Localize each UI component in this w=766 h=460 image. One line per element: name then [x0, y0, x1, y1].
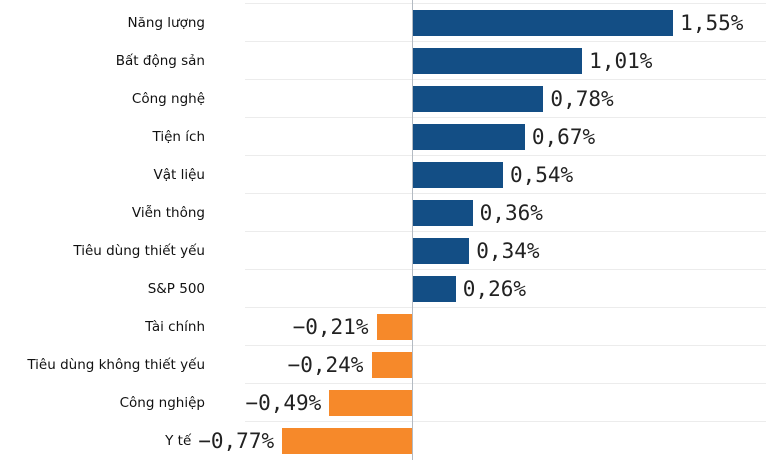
category-label: Công nghệ [131, 91, 205, 107]
row-gridline [245, 383, 766, 384]
chart-row: −0,49% Công nghiệp [0, 383, 766, 422]
value-label: 0,36% [479, 201, 543, 225]
chart-row: 0,67% Tiện ích [0, 117, 766, 156]
value-label: 0,54% [509, 163, 574, 187]
row-gridline [245, 269, 766, 270]
positive-bar [412, 10, 674, 36]
chart-row: 0,54% Vật liệu [0, 155, 766, 194]
zero-axis-line [412, 0, 413, 460]
value-label: 1,55% [680, 11, 744, 35]
category-label: Tiêu dùng thiết yếu [73, 243, 205, 259]
category-label: Tiện ích [152, 129, 205, 145]
positive-bar [412, 200, 473, 226]
value-label: 0,67% [531, 125, 596, 149]
row-gridline [245, 193, 766, 194]
row-gridline [245, 41, 766, 42]
positive-bar [412, 238, 470, 264]
chart-row: 0,78% Công nghệ [0, 79, 766, 118]
row-gridline [245, 231, 766, 232]
value-label: 0,78% [550, 87, 614, 111]
row-gridline [245, 345, 766, 346]
row-gridline [245, 307, 766, 308]
negative-bar [329, 390, 412, 416]
positive-bar [412, 86, 544, 112]
negative-bar [376, 314, 412, 340]
category-label: Vật liệu [153, 167, 205, 183]
positive-bar [412, 48, 583, 74]
category-label: S&P 500 [147, 281, 205, 297]
row-gridline [245, 155, 766, 156]
chart-row: −0,24% Tiêu dùng không thiết yếu [0, 345, 766, 384]
row-gridline [245, 421, 766, 422]
row-gridline [245, 79, 766, 80]
chart-row: 1,01% Bất động sản [0, 41, 766, 80]
positive-bar [412, 162, 503, 188]
chart-row: 1,55% Năng lượng [0, 3, 766, 42]
row-gridline [245, 3, 766, 4]
chart-row: −0,77% Y tế [0, 421, 766, 460]
category-label: Tài chính [145, 319, 205, 335]
chart-row: −0,21% Tài chính [0, 307, 766, 346]
category-label: Năng lượng [127, 15, 205, 31]
category-label: Bất động sản [115, 53, 205, 69]
category-label: Tiêu dùng không thiết yếu [27, 357, 205, 373]
negative-bar [282, 428, 412, 454]
value-label: −0,24% [287, 353, 364, 377]
positive-bar [412, 276, 456, 302]
value-label: 0,26% [462, 277, 527, 301]
value-label: −0,77% [198, 429, 275, 453]
chart-row: 0,26% S&P 500 [0, 269, 766, 308]
negative-bar [371, 352, 412, 378]
category-label: Viễn thông [131, 205, 205, 221]
positive-bar [412, 124, 525, 150]
value-label: −0,49% [245, 391, 322, 415]
chart-row: 0,36% Viễn thông [0, 193, 766, 232]
value-label: 1,01% [589, 49, 653, 73]
category-label: Y tế [165, 433, 192, 449]
value-label: −0,21% [292, 315, 369, 339]
chart-row: 0,34% Tiêu dùng thiết yếu [0, 231, 766, 270]
row-gridline [245, 117, 766, 118]
category-label: Công nghiệp [119, 395, 205, 411]
value-label: 0,34% [476, 239, 540, 263]
